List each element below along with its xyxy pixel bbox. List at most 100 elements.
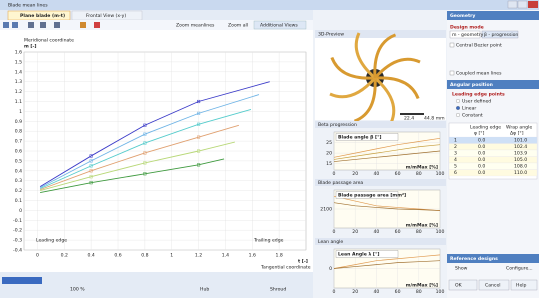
x-tick-label: 20 <box>352 171 358 177</box>
annotation: Trailing edge <box>253 238 284 244</box>
tool-icon[interactable] <box>54 22 60 28</box>
maximize-button[interactable] <box>518 1 527 8</box>
scale-label: 22.4 <box>404 116 414 122</box>
toolbar-button: Additional Views <box>260 23 298 29</box>
x-tick-label: 1.4 <box>222 253 229 259</box>
x-tick-label: 40 <box>373 171 379 177</box>
status-text: 100 % <box>70 287 85 293</box>
table-cell: 105.0 <box>514 157 527 163</box>
table-cell: 0.0 <box>478 164 485 170</box>
radio[interactable] <box>456 113 460 117</box>
status-bar <box>0 272 313 298</box>
x-tick-label: 0 <box>36 253 39 259</box>
x-tick-label: 0.4 <box>87 253 94 259</box>
status-text: Shroud <box>270 287 286 293</box>
table-cell: 0.0 <box>478 151 485 157</box>
x-tick-label: 1.8 <box>275 253 282 259</box>
x-tick-label: 1.6 <box>249 253 256 259</box>
column-header: Leading edge <box>470 125 501 131</box>
minimize-button[interactable] <box>508 1 517 8</box>
table-cell: 102.4 <box>514 144 527 150</box>
x-tick-label: 80 <box>416 289 422 295</box>
x-tick-label: 100 <box>436 171 445 177</box>
button-label: Cancel <box>485 283 501 289</box>
checkbox[interactable] <box>450 71 454 75</box>
tool-icon[interactable] <box>3 22 9 28</box>
chart-title: Blade passage area [mm²] <box>338 193 406 199</box>
table-cell: 0.0 <box>478 157 485 163</box>
tool-icon[interactable] <box>28 22 34 28</box>
x-tick-label: 20 <box>352 229 358 235</box>
x-tick-label: 20 <box>352 289 358 295</box>
mode-label: m - geometry <box>452 32 484 38</box>
y-tick-label: 2100 <box>320 207 332 213</box>
zoom-button[interactable] <box>2 277 42 284</box>
checkbox[interactable] <box>450 43 454 47</box>
y-tick-label: 1.3 <box>15 79 22 85</box>
close-button[interactable] <box>528 1 538 8</box>
y-tick-label: 1.1 <box>15 99 22 105</box>
tool-icon[interactable] <box>94 22 100 28</box>
table-cell: 2 <box>454 144 457 150</box>
title-bar <box>0 0 539 10</box>
checkbox-label: Coupled mean lines <box>456 71 502 77</box>
table-cell: 1 <box>454 138 457 144</box>
column-header: Wrap angle <box>506 125 532 131</box>
x-tick-label: 40 <box>373 289 379 295</box>
y-tick-label: 25 <box>326 140 332 146</box>
annotation: Leading edge <box>36 238 67 244</box>
x-axis-unit: t [-] <box>298 259 308 265</box>
x-tick-label: 80 <box>416 229 422 235</box>
y-tick-label: 0.8 <box>15 129 22 135</box>
y-tick-label: 0.2 <box>15 188 22 194</box>
table-cell: 3 <box>454 151 457 157</box>
tool-icon[interactable] <box>12 22 18 28</box>
window: Blade mean linesPlane blade (m-t)Frontal… <box>0 0 539 298</box>
checkbox-label: Central Bezier point <box>456 43 502 49</box>
ok-button[interactable] <box>449 280 477 290</box>
panel-title: 3D-Preview <box>318 32 344 38</box>
x-tick-label: 1 <box>170 253 173 259</box>
button-label: OK <box>455 283 463 289</box>
chart-title: Lean Angle λ [°] <box>338 252 379 258</box>
x-tick-label: 0 <box>333 289 336 295</box>
section-title: Reference designs <box>450 256 498 262</box>
section-title: Geometry <box>450 13 475 19</box>
y-tick-label: 0.1 <box>15 198 22 204</box>
panel-title: Beta progression <box>318 122 357 128</box>
tool-icon[interactable] <box>80 22 86 28</box>
x-axis-title: Tangential coordinate <box>260 265 311 271</box>
table-cell: 4 <box>454 157 457 163</box>
tool-icon[interactable] <box>40 22 46 28</box>
y-tick-label: 0.9 <box>15 119 22 125</box>
y-tick-label: 1.6 <box>15 50 22 56</box>
panel-title: Blade passage area <box>318 180 363 186</box>
y-tick-label: 1.4 <box>15 69 22 75</box>
x-axis-title: m/mMax [%] <box>406 165 438 171</box>
y-axis-title: Meridional coordinate <box>24 38 74 44</box>
y-tick-label: -0.1 <box>13 218 22 224</box>
x-tick-label: 0.6 <box>114 253 121 259</box>
x-tick-label: 60 <box>395 171 401 177</box>
y-tick-label: 1.5 <box>15 59 22 65</box>
tab-label: Frontal View (x-y) <box>86 13 126 19</box>
chart-title: Blade angle β [°] <box>338 135 382 141</box>
table-cell: 0.0 <box>478 144 485 150</box>
y-axis-unit: m [-] <box>24 44 37 50</box>
y-tick-label: 0 <box>329 266 332 272</box>
x-axis-title: m/mMax [%] <box>406 223 438 229</box>
radio[interactable] <box>456 99 460 103</box>
x-tick-label: 60 <box>395 229 401 235</box>
scale-bar <box>400 113 424 115</box>
x-tick-label: 100 <box>436 229 445 235</box>
x-tick-label: 40 <box>373 229 379 235</box>
group-label: Leading edge points <box>452 92 505 98</box>
radio[interactable] <box>456 106 460 110</box>
table-cell: 103.9 <box>514 151 527 157</box>
x-tick-label: 100 <box>436 289 445 295</box>
y-tick-label: 20 <box>326 151 332 157</box>
column-unit: φ [°] <box>474 131 485 137</box>
tab-label: Plane blade (m-t) <box>20 13 65 19</box>
x-tick-label: 60 <box>395 289 401 295</box>
y-tick-label: 0 <box>19 208 22 214</box>
